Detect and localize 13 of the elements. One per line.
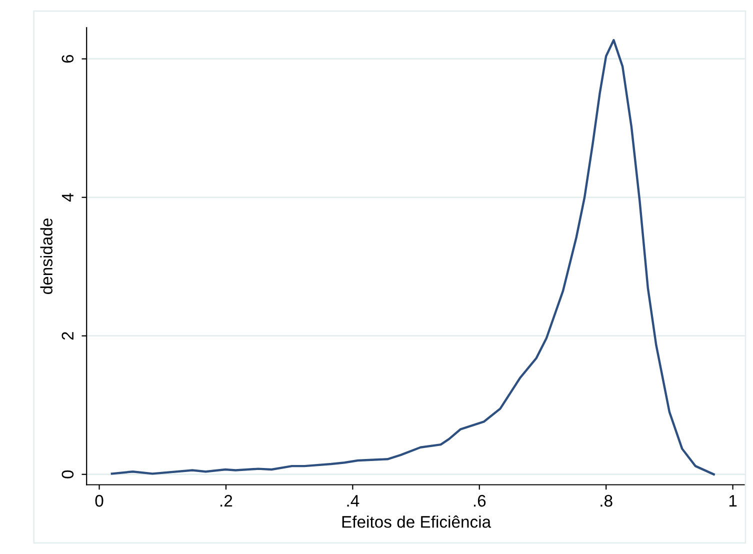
x-tick-label: .6 [474,494,486,507]
line-series [110,39,715,476]
y-tick-label: 4 [62,193,74,202]
x-tick-label: .2 [220,494,232,507]
x-tick-label: 1 [729,495,737,507]
y-tick-label: 0 [62,470,74,478]
y-tick-label: 2 [62,332,74,340]
y-tick-label: 6 [62,54,74,63]
x-tick-label: 0 [95,494,104,507]
x-axis-title: Efeitos de Eficiência [342,516,492,528]
y-axis-title: densidade [40,218,52,294]
x-tick-label: .4 [347,495,360,507]
x-tick-label: .8 [600,494,612,507]
